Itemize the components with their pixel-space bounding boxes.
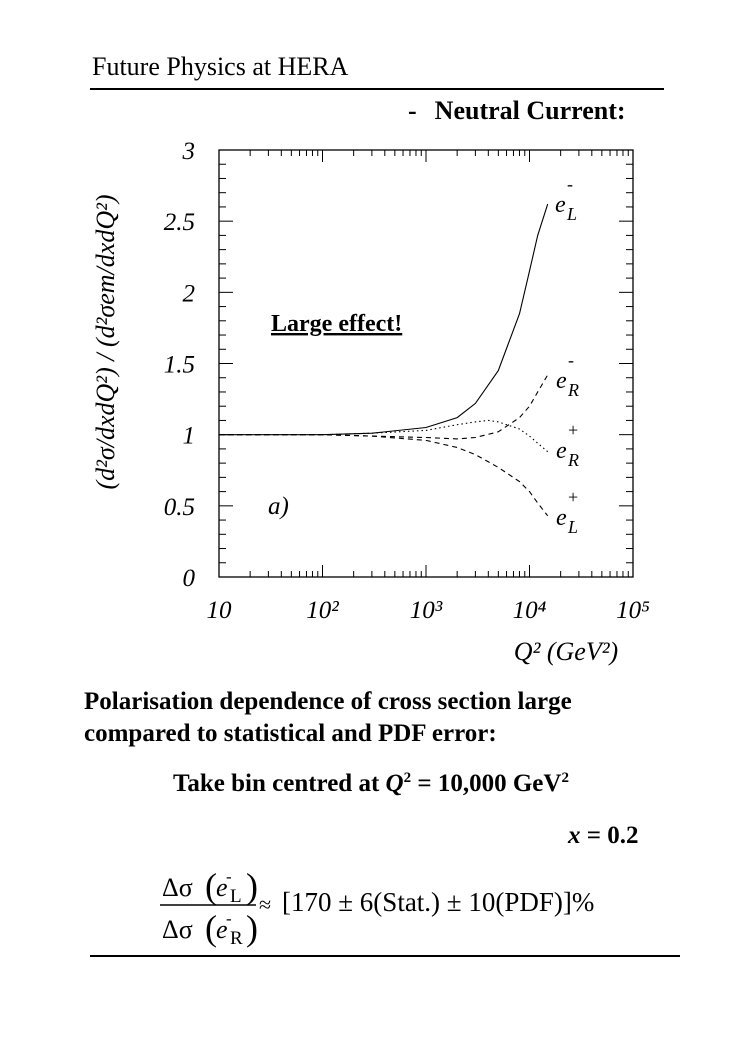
series-label-base: e [556,368,567,394]
series-label: e+ R [556,420,579,470]
denominator-delta-sigma: Δσ [162,915,193,944]
x-tick-label: 10³ [410,597,443,624]
y-tick-label: 1 [183,423,196,450]
series-label: e- L [555,174,577,224]
y-tick-label: 0 [183,565,196,592]
series-label-base: e [555,192,566,218]
approx-sign: ≈ [259,892,271,917]
x-statement: x = 0.2 [568,822,639,850]
bin-variable-exponent: 2 [403,770,412,786]
y-tick-label: 0.5 [164,494,195,521]
heading-text: Neutral Current: [434,96,626,125]
series-label-base: e [556,438,567,464]
denominator-open-paren: ( [205,908,217,948]
series-label-sign: - [568,350,574,370]
x-tick-label: 10² [306,597,339,624]
series-line [219,374,549,440]
denominator-subscript: R [230,928,243,949]
bin-unit-exponent: 2 [561,770,569,786]
bin-prefix: Take bin centred at [173,770,386,797]
x-tick-label: 10⁵ [616,597,650,624]
asymmetry-formula: Δσ ( e - L ) Δσ ( e - R ) ≈ [170 ± 6(Sta… [160,866,594,949]
x-tick-label: 10⁴ [513,597,547,624]
bin-statement: Take bin centred at Q2 = 10,000 GeV2 [173,770,569,798]
footer-rule [90,955,680,957]
series-line [219,434,549,517]
numerator-open-paren: ( [205,866,217,906]
numerator-subscript: L [230,886,242,907]
body-paragraph: Polarisation dependence of cross section… [84,688,572,747]
axis-ticks [218,149,633,578]
series-label-base: e [556,505,567,531]
series-label: e- R [556,350,579,400]
x-axis-label: Q² (GeV²) [514,637,618,666]
y-tick-label: 3 [182,138,196,165]
y-tick-label: 2 [183,280,196,307]
series-label-sign: + [568,420,578,440]
denominator-base: e [216,915,228,944]
denominator-close-paren: ) [246,908,258,948]
ratio-chart: 0 0.5 1 1.5 2 2.5 3 10 10² 10³ 10⁴ 10⁵ Q² (GeV²) (d²σ… [91,138,650,666]
y-tick-label: 1.5 [164,352,195,379]
denominator-minus: - [226,909,232,928]
header-rule [90,88,664,90]
numerator-delta-sigma: Δσ [162,873,193,902]
numerator-base: e [216,873,228,902]
numerator-close-paren: ) [246,866,258,906]
series-label-sign: + [568,487,578,507]
series-lines [219,203,549,517]
series-label-subscript: R [567,380,579,400]
large-effect-annotation: Large effect! [271,311,402,337]
result-value: [170 ± 6(Stat.) ± 10(PDF)]% [282,887,594,917]
series-label-sign: - [567,174,573,194]
y-axis-label: (d²σ/dxdQ²) / (d²σem/dxdQ²) [91,194,120,489]
series-line [219,419,549,453]
x-value: = 0.2 [580,822,639,849]
y-tick-label: 2.5 [164,209,195,236]
series-label-subscript: R [567,450,579,470]
x-tick-label: 10 [207,597,233,624]
axis-texts: 0 0.5 1 1.5 2 2.5 3 10 10² 10³ 10⁴ 10⁵ Q² (GeV²) (d²σ… [91,138,650,666]
section-heading: - Neutral Current: [408,96,626,126]
heading-bullet: - [408,96,417,125]
series-label-subscript: L [566,204,577,224]
bin-value: = 10,000 GeV [411,770,562,797]
series-label: e+ L [556,487,578,537]
panel-label: a) [268,493,289,520]
page-header-title: Future Physics at HERA [92,52,349,81]
series-label-subscript: L [567,517,578,537]
bin-variable: Q [385,770,404,797]
numerator-minus: - [226,867,232,886]
x-variable: x [568,822,581,849]
